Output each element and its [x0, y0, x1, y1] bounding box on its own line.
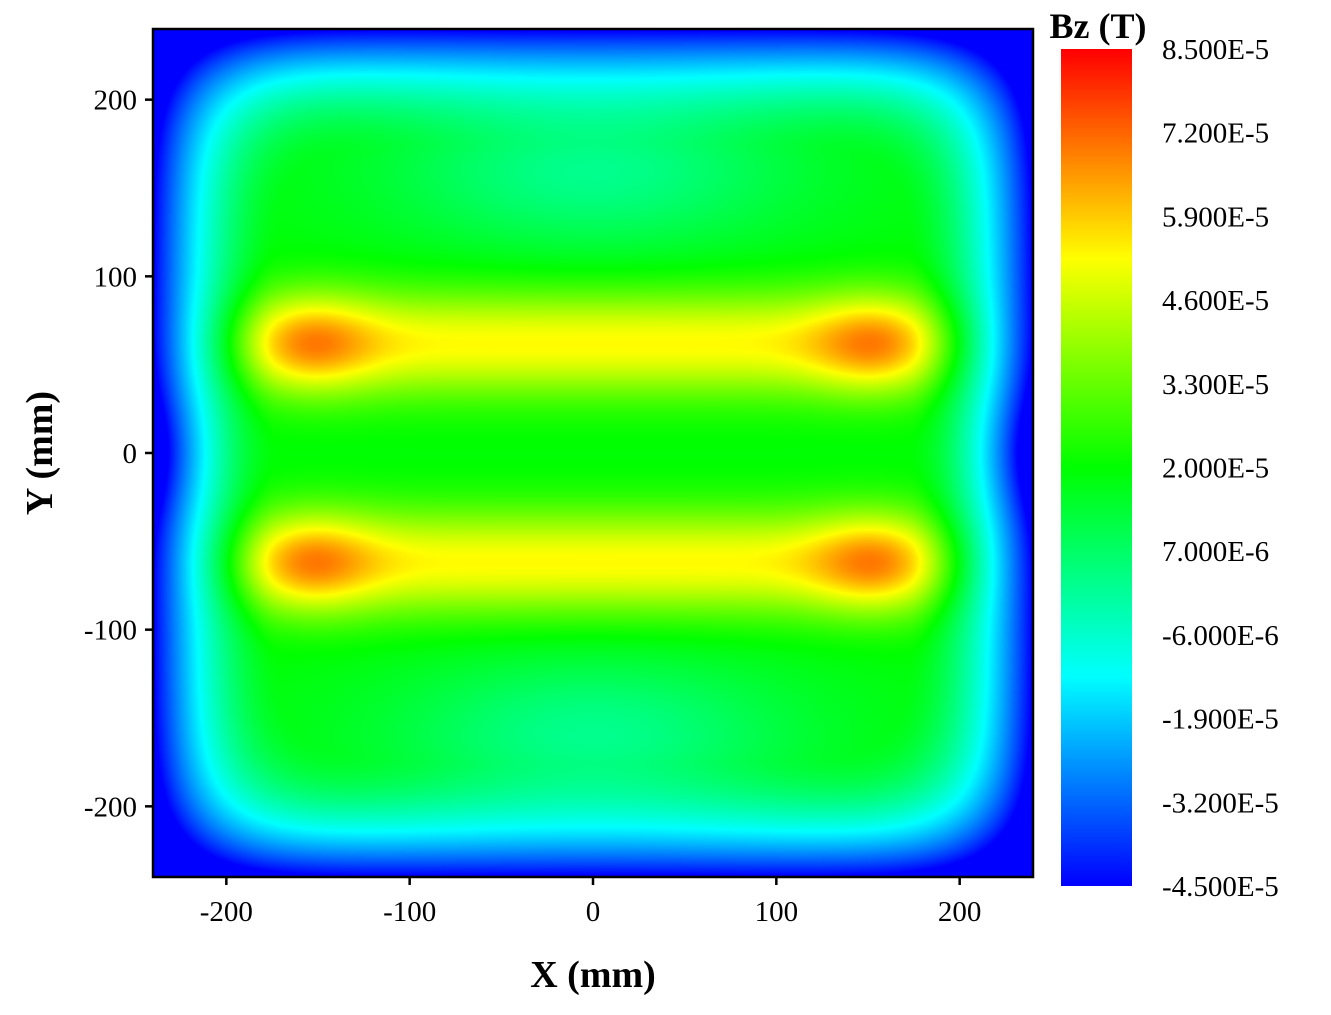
colorbar-title: Bz (T): [1050, 6, 1147, 46]
colorbar-tick-label: -3.200E-5: [1162, 787, 1279, 819]
y-tick-label: 200: [94, 85, 138, 117]
y-tick-label: 0: [123, 438, 138, 470]
y-axis-ticks: -200 -100 0 100 200: [84, 85, 153, 823]
colorbar-tick-label: -1.900E-5: [1162, 704, 1279, 736]
x-axis-title: X (mm): [530, 954, 656, 996]
x-tick-label: 0: [586, 896, 601, 928]
x-tick-label: 100: [755, 896, 799, 928]
colorbar-tick-label: 7.200E-5: [1162, 118, 1269, 150]
y-tick-label: -200: [84, 791, 137, 823]
y-tick-label: 100: [94, 261, 138, 293]
colorbar-gradient: [1061, 49, 1132, 886]
colorbar-tick-label: 5.900E-5: [1162, 201, 1269, 233]
colorbar-tick-label: 2.000E-5: [1162, 453, 1269, 485]
bz-contour-map: [153, 29, 1033, 877]
colorbar-tick-label: 3.300E-5: [1162, 369, 1269, 401]
colorbar-tick-label: 4.600E-5: [1162, 285, 1269, 317]
colorbar-ticks: 8.500E-5 7.200E-5 5.900E-5 4.600E-5 3.300E-5…: [1162, 34, 1279, 903]
x-axis-ticks: -200 -100 0 100 200: [200, 877, 982, 928]
x-tick-label: 200: [938, 896, 982, 928]
colorbar-tick-label: -4.500E-5: [1162, 871, 1279, 903]
plot-frame: [151, 27, 1035, 879]
x-tick-label: -200: [200, 896, 253, 928]
x-tick-label: -100: [383, 896, 436, 928]
colorbar-tick-label: -6.000E-6: [1162, 620, 1279, 652]
y-axis-title: Y (mm): [19, 391, 61, 515]
colorbar-tick-label: 7.000E-6: [1162, 536, 1269, 568]
colorbar-tick-label: 8.500E-5: [1162, 34, 1269, 66]
y-tick-label: -100: [84, 615, 137, 647]
